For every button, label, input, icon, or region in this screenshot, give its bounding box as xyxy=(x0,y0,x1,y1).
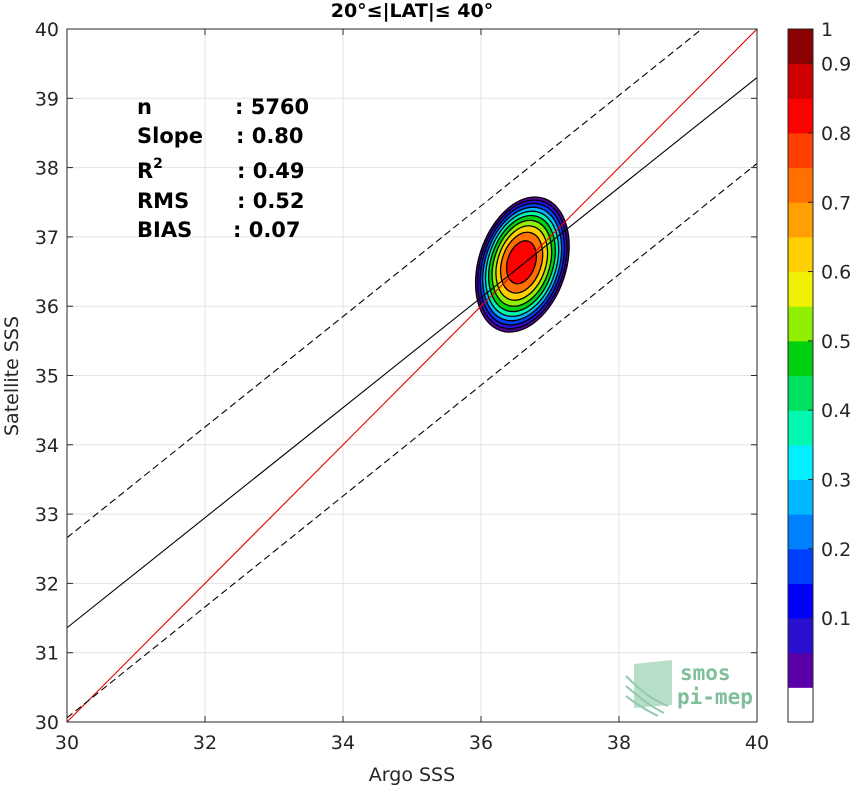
stat-n-label: n xyxy=(137,95,152,119)
colorbar-tick-label: 1 xyxy=(821,19,833,41)
y-tick-label: 38 xyxy=(35,158,59,180)
colorbar-segment xyxy=(788,306,813,342)
x-axis-ticks: 30 32 34 36 38 40 xyxy=(55,29,769,754)
colorbar xyxy=(788,29,813,723)
stat-r2-value: : 0.49 xyxy=(237,159,305,183)
colorbar-tick-label: 0.5 xyxy=(821,331,851,353)
x-tick-label: 30 xyxy=(55,732,79,754)
x-tick-label: 36 xyxy=(469,732,493,754)
y-tick-label: 39 xyxy=(35,88,59,110)
stat-bias-label: BIAS xyxy=(137,218,192,242)
colorbar-tick-label: 0.8 xyxy=(821,123,851,145)
y-axis-label: Satellite SSS xyxy=(1,316,23,436)
y-tick-label: 30 xyxy=(35,712,59,734)
colorbar-segment xyxy=(788,548,813,584)
one-to-one-line xyxy=(66,28,758,723)
colorbar-segment xyxy=(788,583,813,619)
stat-r2-letter: R xyxy=(137,159,153,183)
y-tick-label: 35 xyxy=(35,366,59,388)
y-tick-label: 31 xyxy=(35,643,59,665)
x-tick-label: 34 xyxy=(331,732,355,754)
stat-slope-value: : 0.80 xyxy=(236,124,304,148)
colorbar-segment xyxy=(788,652,813,688)
colorbar-segment xyxy=(788,687,813,723)
colorbar-segment xyxy=(788,444,813,480)
colorbar-segment xyxy=(788,340,813,376)
colorbar-segment xyxy=(788,618,813,654)
stat-bias-value: : 0.07 xyxy=(233,218,301,242)
regression-line xyxy=(66,77,758,629)
regression-lines xyxy=(66,28,758,723)
colorbar-frame xyxy=(787,28,814,723)
colorbar-segment xyxy=(788,410,813,446)
watermark-line1: smos xyxy=(680,661,731,685)
colorbar-segment xyxy=(788,236,813,273)
upper-bound-line xyxy=(66,28,703,539)
stat-r2-superscript: 2 xyxy=(153,156,163,172)
y-tick-label: 36 xyxy=(35,296,59,318)
colorbar-tick-label: 0.7 xyxy=(821,192,851,214)
colorbar-tick-label: 0.2 xyxy=(821,539,851,561)
y-tick-label: 34 xyxy=(35,435,59,457)
colorbar-tick-label: 0.4 xyxy=(821,400,851,422)
colorbar-tick-label: 0.6 xyxy=(821,262,851,284)
colorbar-segment xyxy=(788,167,813,203)
lower-bound-line xyxy=(66,163,758,719)
stat-rms-value: : 0.52 xyxy=(237,189,305,213)
y-axis-ticks: 30 31 32 33 34 35 36 37 38 39 40 xyxy=(35,19,757,734)
colorbar-segment xyxy=(788,132,813,169)
y-tick-label: 40 xyxy=(35,19,59,41)
colorbar-segment xyxy=(788,63,813,99)
colorbar-segment xyxy=(788,98,813,134)
y-tick-label: 33 xyxy=(35,504,59,526)
colorbar-ticks: 0.1 0.2 0.3 0.4 0.5 0.6 0.7 0.8 0.9 1 xyxy=(808,19,851,630)
colorbar-segment xyxy=(788,29,813,65)
colorbar-segment xyxy=(788,375,813,411)
watermark-logo: smos pi-mep xyxy=(625,660,753,717)
stats-box: n : 5760 Slope : 0.80 R2 : 0.49 RMS : 0.… xyxy=(137,95,309,242)
colorbar-segment xyxy=(788,202,813,238)
colorbar-tick-label: 0.3 xyxy=(821,469,851,491)
smos-logo-icon xyxy=(625,660,672,717)
colorbar-segment xyxy=(788,514,813,550)
x-tick-label: 32 xyxy=(193,732,217,754)
x-tick-label: 40 xyxy=(745,732,769,754)
y-tick-label: 37 xyxy=(35,227,59,249)
colorbar-segment xyxy=(788,479,813,515)
colorbar-tick-label: 0.1 xyxy=(821,608,851,630)
colorbar-segment xyxy=(788,271,813,307)
x-tick-label: 38 xyxy=(607,732,631,754)
colorbar-tick-label: 0.9 xyxy=(821,54,851,76)
stat-n-value: : 5760 xyxy=(235,95,309,119)
stat-rms-label: RMS xyxy=(137,189,189,213)
stat-slope-label: Slope xyxy=(137,124,203,148)
y-tick-label: 32 xyxy=(35,573,59,595)
x-axis-label: Argo SSS xyxy=(369,764,455,786)
chart-title: 20°≤|LAT|≤ 40° xyxy=(331,0,494,22)
watermark-line2: pi-mep xyxy=(677,685,753,709)
stat-r2-label: R2 xyxy=(137,156,163,183)
